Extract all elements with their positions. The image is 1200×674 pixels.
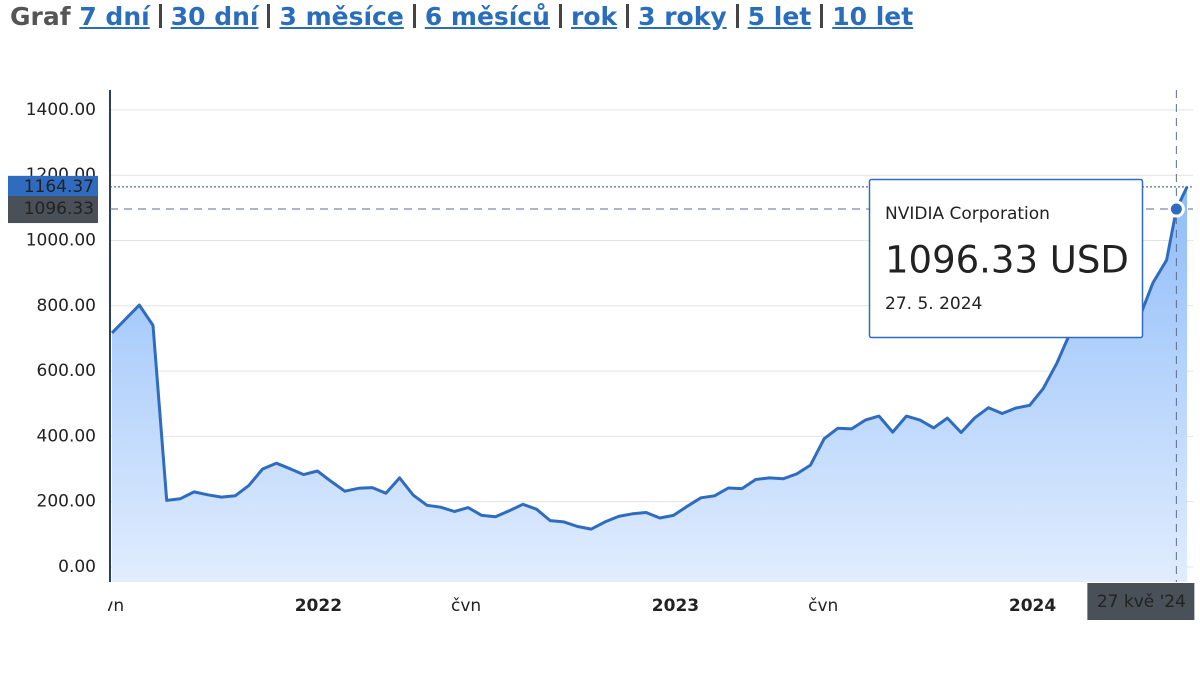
- tooltip-box: [868, 178, 1144, 339]
- x-tick-label: 2023: [652, 596, 699, 616]
- range-link[interactable]: 3 měsíce: [279, 2, 404, 31]
- tooltip-title: NVIDIA Corporation: [885, 204, 1050, 224]
- last-price-label: 1164.37: [24, 177, 94, 197]
- range-header: Graf 7 dní 30 dní 3 měsíce 6 měsíců rok 3 rok…: [10, 2, 913, 31]
- separator: [267, 4, 271, 28]
- hover-date-label: 27 kvě '24: [1097, 592, 1186, 612]
- separator: [412, 4, 416, 28]
- range-link[interactable]: 7 dní: [79, 2, 150, 31]
- hover-date-box: [1087, 583, 1195, 620]
- y-tick-label: 1000.00: [26, 231, 96, 251]
- x-tick-label: 2024: [1009, 596, 1056, 616]
- x-tick-label: 2022: [295, 596, 342, 616]
- range-link[interactable]: 5 let: [747, 2, 812, 31]
- y-tick-label: 1400.00: [26, 100, 96, 120]
- x-tick-label: čvn: [94, 596, 124, 616]
- x-axis: čvn 2022 čvn 2023 čvn 2024: [94, 596, 1056, 616]
- separator: [626, 4, 630, 28]
- y-tick-label: 600.00: [37, 361, 96, 381]
- y-tick-label: 0.00: [58, 557, 96, 577]
- hover-price-box: [8, 196, 98, 224]
- range-link[interactable]: rok: [570, 2, 618, 31]
- separator: [558, 4, 562, 28]
- tooltip-date: 27. 5. 2024: [885, 294, 982, 314]
- y-tick-label: 800.00: [37, 296, 96, 316]
- range-link[interactable]: 10 let: [832, 2, 914, 31]
- area-fill: [111, 186, 1188, 582]
- hover-price-label: 1096.33: [24, 199, 94, 219]
- range-link[interactable]: 6 měsíců: [424, 2, 550, 31]
- separator: [158, 4, 162, 28]
- y-tick-label: 400.00: [37, 426, 96, 446]
- plot: [110, 186, 1189, 582]
- tooltip-value: 1096.33 USD: [885, 239, 1129, 282]
- x-tick-label: čvn: [808, 596, 838, 616]
- price-line: [110, 186, 1189, 531]
- range-link[interactable]: 3 roky: [638, 2, 727, 31]
- range-link[interactable]: 30 dní: [170, 2, 259, 31]
- header-label: Graf: [10, 2, 71, 31]
- hover-point: [1167, 200, 1185, 218]
- separator: [735, 4, 739, 28]
- separator: [820, 4, 824, 28]
- y-tick-label: 200.00: [37, 492, 96, 512]
- last-price-box: [8, 175, 98, 198]
- x-tick-label: čvn: [451, 596, 481, 616]
